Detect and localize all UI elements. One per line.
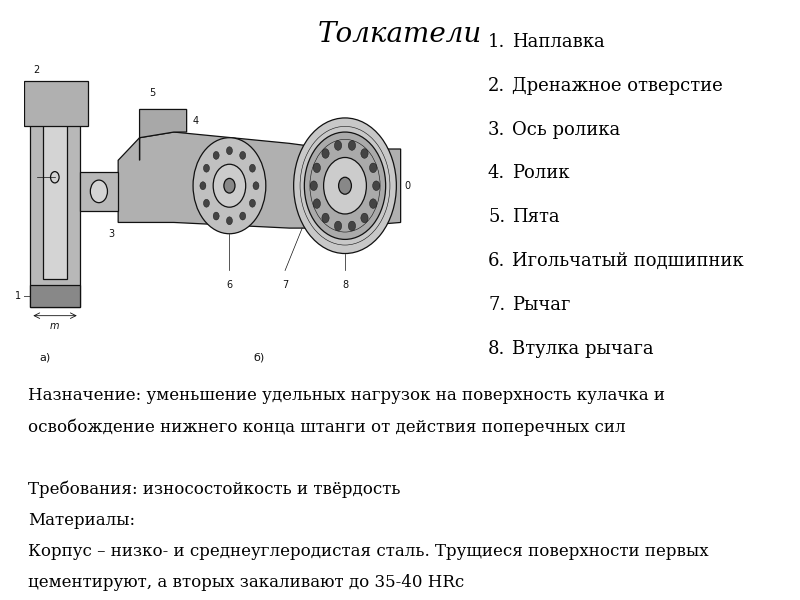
Polygon shape: [43, 115, 67, 279]
Circle shape: [334, 141, 342, 151]
Text: 4.: 4.: [488, 164, 506, 182]
Circle shape: [226, 217, 233, 225]
Text: m: m: [50, 320, 59, 331]
Text: 3.: 3.: [488, 121, 506, 139]
Circle shape: [240, 151, 246, 160]
Circle shape: [304, 132, 386, 239]
Circle shape: [294, 118, 396, 254]
Text: освобождение нижнего конца штанги от действия поперечных сил: освобождение нижнего конца штанги от дей…: [28, 418, 626, 436]
Text: Требования: износостойкость и твёрдость: Требования: износостойкость и твёрдость: [28, 481, 401, 498]
Text: 5: 5: [150, 88, 155, 97]
Circle shape: [250, 164, 255, 172]
Text: Корпус – низко- и среднеуглеродистая сталь. Трущиеся поверхности первых: Корпус – низко- и среднеуглеродистая ста…: [28, 543, 709, 560]
Polygon shape: [24, 81, 88, 127]
Text: 2.: 2.: [488, 77, 506, 95]
Circle shape: [250, 199, 255, 207]
Text: Наплавка: Наплавка: [512, 33, 605, 51]
Circle shape: [314, 163, 321, 173]
Circle shape: [322, 149, 329, 158]
Text: 7: 7: [282, 280, 288, 290]
Circle shape: [361, 149, 368, 158]
Text: 1: 1: [14, 291, 21, 301]
Text: Игольчатый подшипник: Игольчатый подшипник: [512, 252, 744, 270]
Text: 8.: 8.: [488, 340, 506, 358]
Circle shape: [370, 199, 377, 208]
Circle shape: [310, 181, 318, 191]
Text: Ось ролика: Ось ролика: [512, 121, 620, 139]
Circle shape: [324, 157, 366, 214]
Circle shape: [213, 212, 219, 220]
Text: цементируют, а вторых закаливают до 35-40 HRc: цементируют, а вторых закаливают до 35-4…: [28, 574, 464, 591]
Text: а): а): [40, 353, 51, 363]
Circle shape: [348, 221, 355, 231]
Text: 5.: 5.: [488, 208, 506, 226]
Circle shape: [193, 138, 266, 234]
Text: Рычаг: Рычаг: [512, 296, 570, 314]
Text: 7.: 7.: [488, 296, 506, 314]
Circle shape: [322, 213, 329, 223]
Circle shape: [253, 182, 259, 190]
Text: 6: 6: [226, 280, 233, 290]
Text: б): б): [254, 353, 265, 363]
Polygon shape: [139, 109, 186, 160]
Circle shape: [314, 199, 321, 208]
Polygon shape: [30, 284, 80, 307]
Polygon shape: [30, 92, 80, 307]
Circle shape: [370, 163, 377, 173]
Circle shape: [90, 180, 107, 203]
Text: 6.: 6.: [488, 252, 506, 270]
Circle shape: [361, 213, 368, 223]
Text: Материалы:: Материалы:: [28, 512, 135, 529]
Polygon shape: [118, 132, 401, 228]
Text: Толкатели: Толкатели: [318, 21, 482, 48]
Circle shape: [338, 177, 351, 194]
Text: Назначение: уменьшение удельных нагрузок на поверхность кулачка и: Назначение: уменьшение удельных нагрузок…: [28, 387, 665, 404]
Text: 3: 3: [109, 229, 115, 239]
Circle shape: [373, 181, 380, 191]
Circle shape: [50, 172, 59, 183]
Text: Втулка рычага: Втулка рычага: [512, 340, 654, 358]
Text: 2: 2: [34, 65, 40, 75]
Circle shape: [203, 199, 210, 207]
Text: 4: 4: [192, 116, 198, 126]
Circle shape: [334, 221, 342, 231]
Polygon shape: [80, 172, 118, 211]
Circle shape: [224, 178, 235, 193]
Text: 0: 0: [404, 181, 410, 191]
Text: Пята: Пята: [512, 208, 560, 226]
Text: Дренажное отверстие: Дренажное отверстие: [512, 77, 722, 95]
Circle shape: [240, 212, 246, 220]
Circle shape: [348, 141, 355, 151]
Circle shape: [213, 164, 246, 207]
Circle shape: [213, 151, 219, 160]
Text: 1.: 1.: [488, 33, 506, 51]
Text: Ролик: Ролик: [512, 164, 570, 182]
Circle shape: [226, 147, 233, 155]
Text: 8: 8: [342, 280, 348, 290]
Circle shape: [203, 164, 210, 172]
Circle shape: [200, 182, 206, 190]
